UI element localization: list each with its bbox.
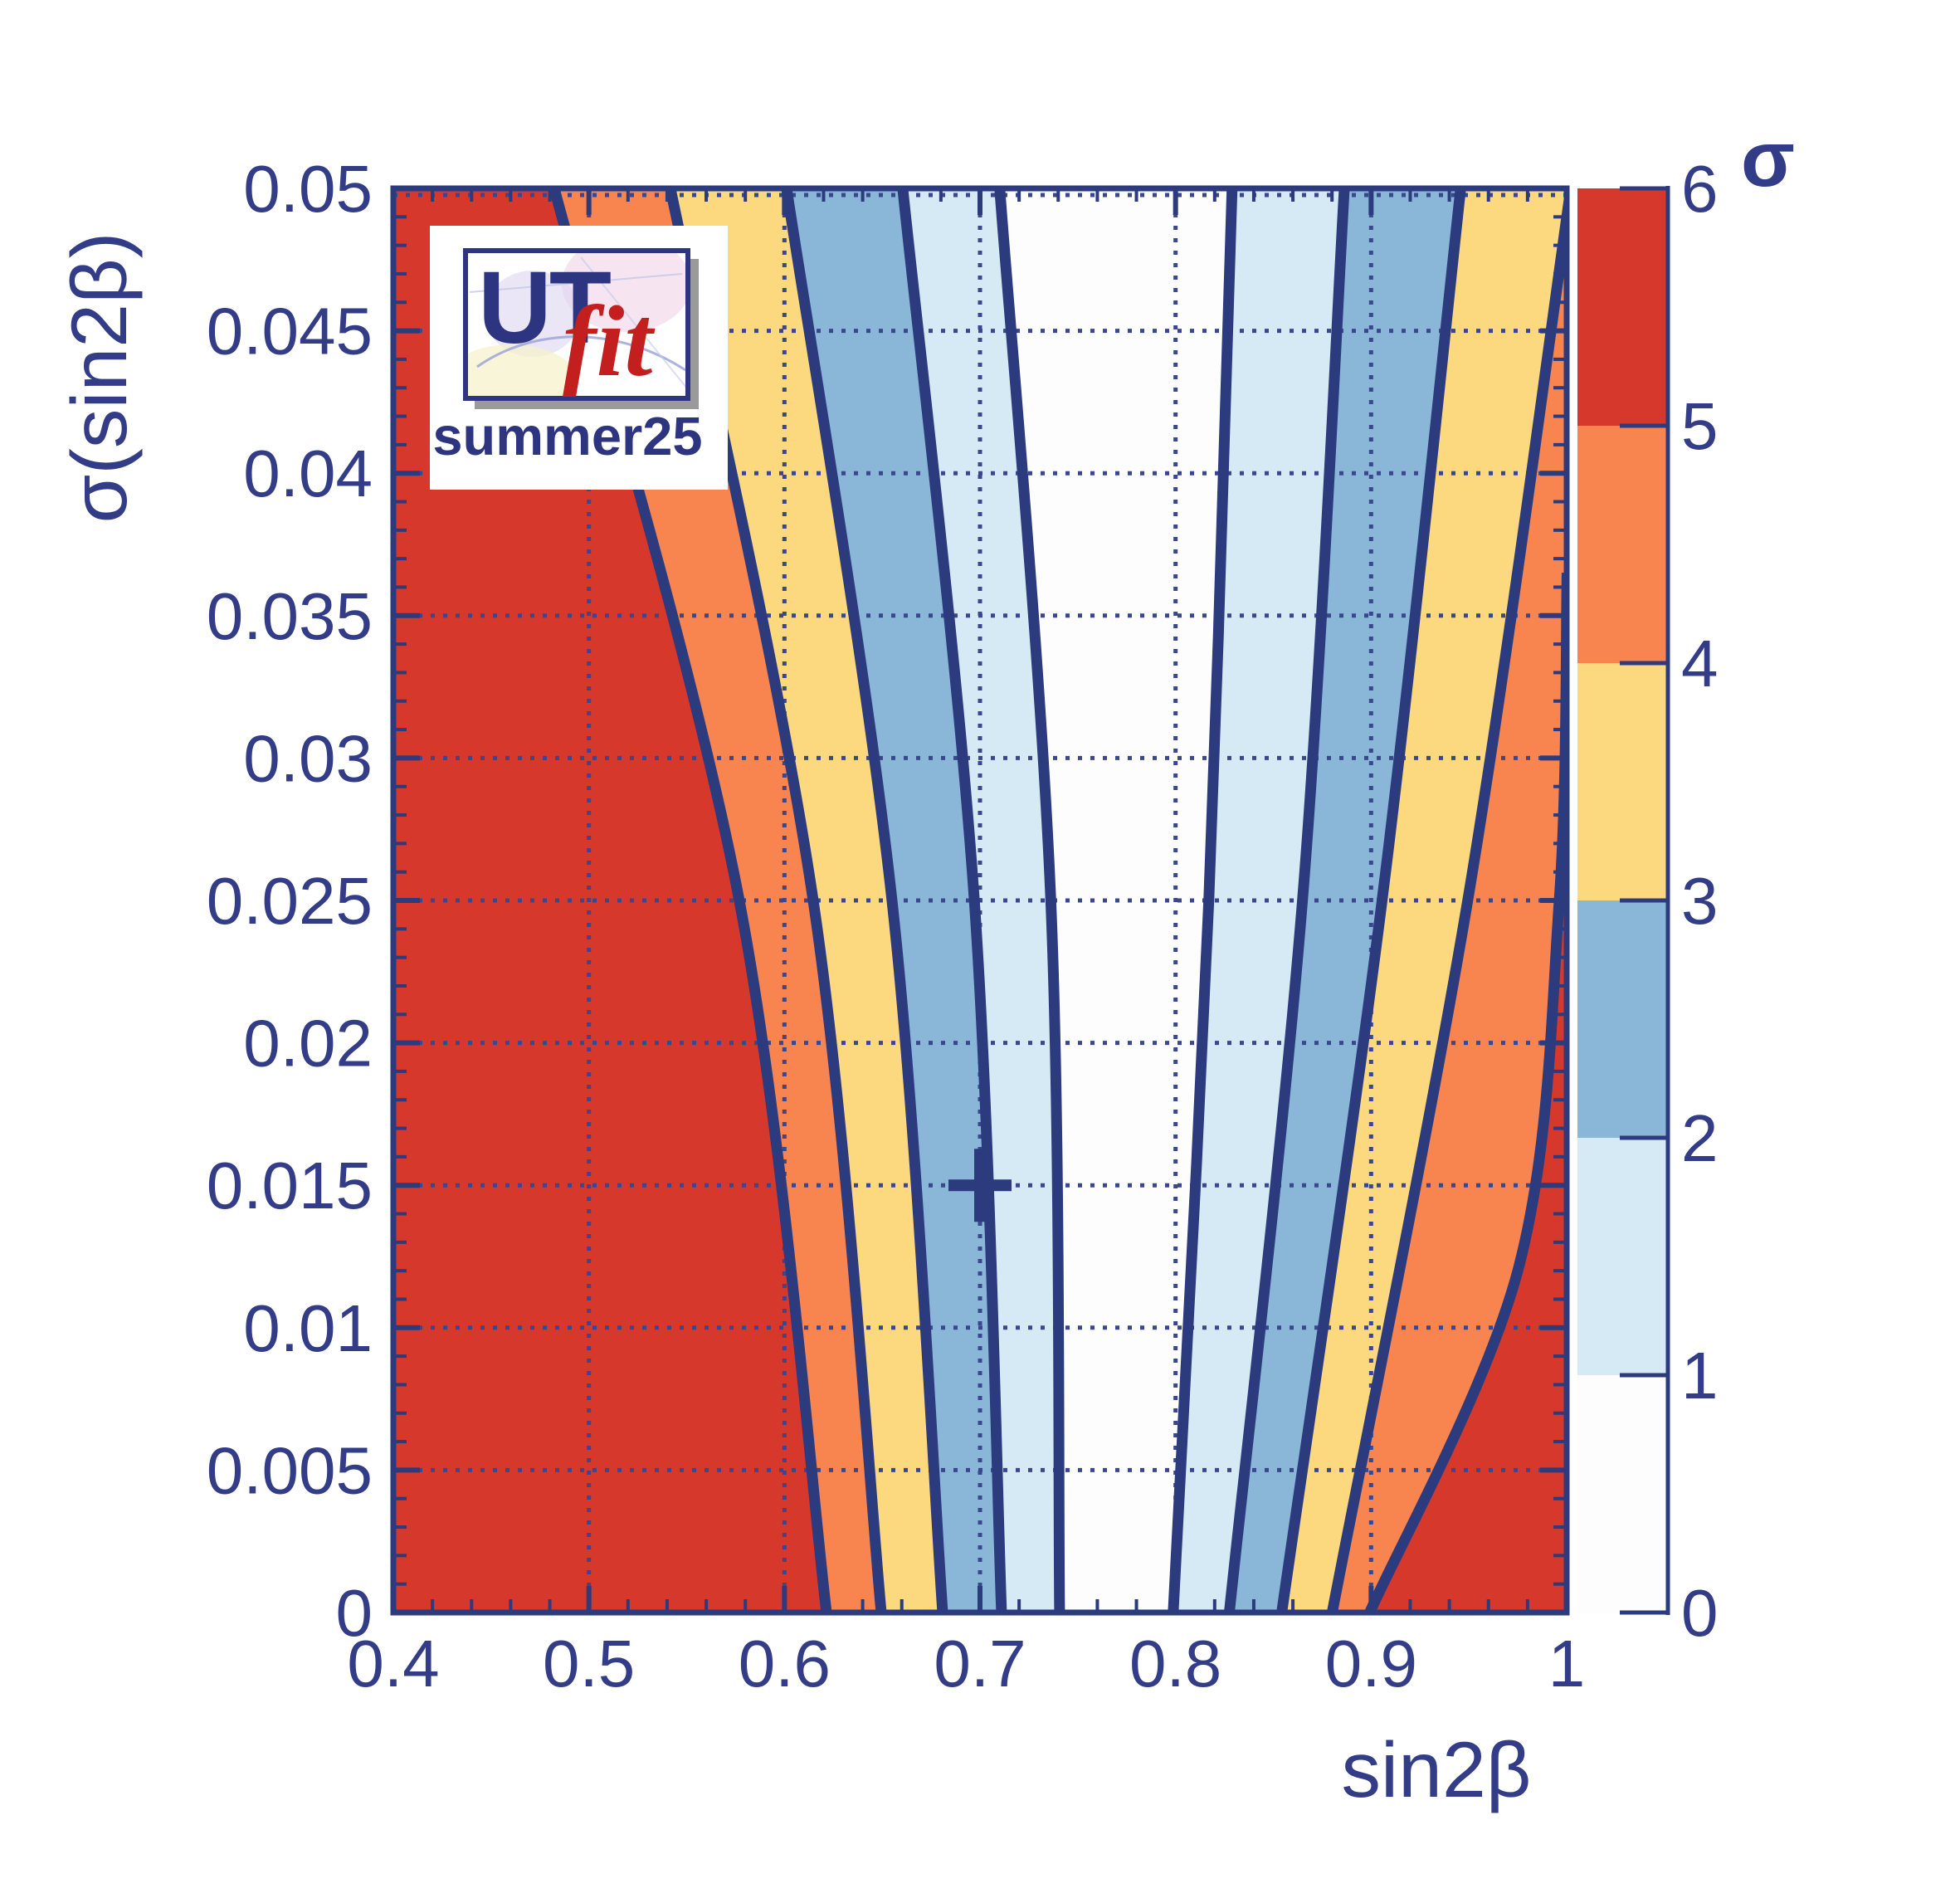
colorbar-segment-2-3 — [1577, 900, 1668, 1139]
contour-line-L1 — [994, 188, 1065, 1613]
y-axis-tick-labels: 0 0.005 0.01 0.015 0.02 0.025 0.03 0.035 0.04 0.0… — [207, 152, 373, 1650]
contour-line-L2 — [897, 188, 1007, 1613]
y-tick-label: 0.05 — [243, 152, 373, 226]
y-tick-label: 0.01 — [243, 1291, 373, 1365]
colorbar-segment-0-1 — [1577, 1375, 1668, 1613]
colorbar-tick-label: 0 — [1681, 1576, 1719, 1650]
x-tick-label: 1 — [1548, 1627, 1586, 1700]
y-tick-label: 0.015 — [207, 1149, 373, 1222]
colorbar-tick-label: 2 — [1681, 1101, 1719, 1175]
colorbar-tick-label: 4 — [1681, 627, 1719, 700]
logo-ut-text: UT — [478, 251, 611, 365]
colorbar-tick-label: 6 — [1681, 152, 1719, 226]
logo-fit-text: fit — [563, 285, 656, 398]
y-tick-label: 0.04 — [243, 437, 373, 510]
best-fit-cross-marker — [948, 1149, 1012, 1222]
x-axis-tick-labels: 0.4 0.5 0.6 0.7 0.8 0.9 1 — [347, 1627, 1585, 1700]
contour-lines — [549, 188, 1567, 1613]
logo-artwork — [466, 251, 688, 398]
colorbar-tick-label: 3 — [1681, 864, 1719, 938]
y-tick-label: 0.035 — [207, 579, 373, 653]
sigma-band-lt1 — [999, 188, 1567, 1613]
colorbar-segment-3-4 — [1577, 663, 1668, 901]
utfit-logo: UT fit summer25 — [430, 226, 728, 490]
x-tick-label: 0.9 — [1325, 1627, 1417, 1700]
x-tick-label: 0.5 — [543, 1627, 635, 1700]
contour-line-R1 — [1168, 188, 1238, 1613]
contour-line-R2 — [1224, 188, 1350, 1613]
y-tick-label: 0 — [336, 1576, 373, 1650]
contour-line-R4 — [1327, 188, 1567, 1613]
y-tick-label: 0.005 — [207, 1433, 373, 1507]
y-tick-label: 0.045 — [207, 295, 373, 368]
x-tick-label: 0.4 — [347, 1627, 439, 1700]
y-tick-label: 0.025 — [207, 864, 373, 938]
x-tick-label: 0.6 — [739, 1627, 831, 1700]
contour-line-L3 — [781, 188, 948, 1613]
colorbar-title: σ — [1741, 115, 1795, 203]
colorbar-tick-labels: 6 5 4 3 2 1 0 — [1681, 152, 1719, 1650]
colorbar-tick-label: 1 — [1681, 1339, 1719, 1413]
colorbar-segment-1-2 — [1577, 1138, 1668, 1376]
x-tick-label: 0.8 — [1129, 1627, 1221, 1700]
colorbar-tick-label: 5 — [1681, 389, 1719, 463]
colorbar-segment-5-6 — [1577, 188, 1668, 427]
x-axis-title: sin2β — [1342, 1726, 1532, 1814]
y-axis-title: σ(sin2β) — [56, 232, 144, 524]
logo-frame — [463, 248, 690, 401]
y-tick-label: 0.03 — [243, 721, 373, 795]
axis-ticks — [391, 186, 1569, 1615]
x-tick-label: 0.7 — [934, 1627, 1026, 1700]
logo-edition-text: summer25 — [432, 406, 702, 466]
contour-line-R3 — [1276, 188, 1466, 1613]
colorbar — [1577, 186, 1670, 1615]
y-tick-label: 0.02 — [243, 1007, 373, 1081]
colorbar-segment-4-5 — [1577, 426, 1668, 664]
